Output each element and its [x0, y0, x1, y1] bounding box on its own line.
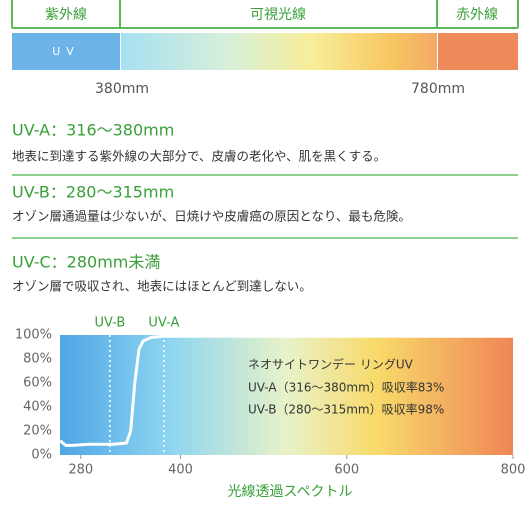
spectrum-header	[11, 0, 519, 29]
band-label: 赤外線	[456, 7, 498, 23]
desc-text: オゾン層で吸収され、地表にはほとんど到達しない。	[12, 279, 312, 294]
desc-heading: UV-C：280mm未満	[12, 253, 160, 272]
marker-label: UV-A	[148, 316, 179, 331]
x-axis-title: 光線透過スペクトル	[227, 484, 352, 500]
annotation: UV-B（280〜315mm）吸収率98%	[248, 402, 444, 417]
y-tick-label: 20%	[23, 424, 52, 439]
desc-text: 地表に到達する紫外線の大部分で、皮膚の老化や、肌を黒くする。	[12, 149, 386, 164]
desc-heading: UV-B：280〜315mm	[12, 183, 174, 202]
uv-label: UV	[52, 45, 80, 58]
marker-label: UV-B	[94, 316, 125, 331]
band-label: 紫外線	[45, 7, 87, 23]
ir-band	[438, 33, 518, 70]
series-line	[59, 334, 513, 447]
y-tick-label: 80%	[23, 352, 52, 367]
band-label: 可視光線	[250, 7, 306, 23]
edge-label: 380mm	[95, 81, 149, 97]
y-tick-label: 60%	[23, 376, 52, 391]
visible-band	[121, 33, 437, 70]
x-tick-label: 400	[168, 463, 193, 478]
y-tick-label: 40%	[23, 400, 52, 415]
edge-label: 780mm	[411, 81, 465, 97]
desc-heading: UV-A：316〜380mm	[12, 121, 174, 140]
y-tick-label: 0%	[31, 448, 52, 463]
y-tick-label: 100%	[15, 328, 52, 343]
plot-area	[60, 335, 513, 455]
desc-text: オゾン層通過量は少ないが、日焼けや皮膚癌の原因となり、最も危険。	[12, 209, 411, 224]
legend-entry: ネオサイトワンデー リングUV	[248, 357, 414, 372]
annotation: UV-A（316〜380mm）吸収率83%	[248, 380, 444, 395]
uv-band	[12, 33, 120, 70]
x-tick-label: 280	[68, 463, 93, 478]
x-tick-label: 800	[501, 463, 526, 478]
x-tick-label: 600	[334, 463, 359, 478]
